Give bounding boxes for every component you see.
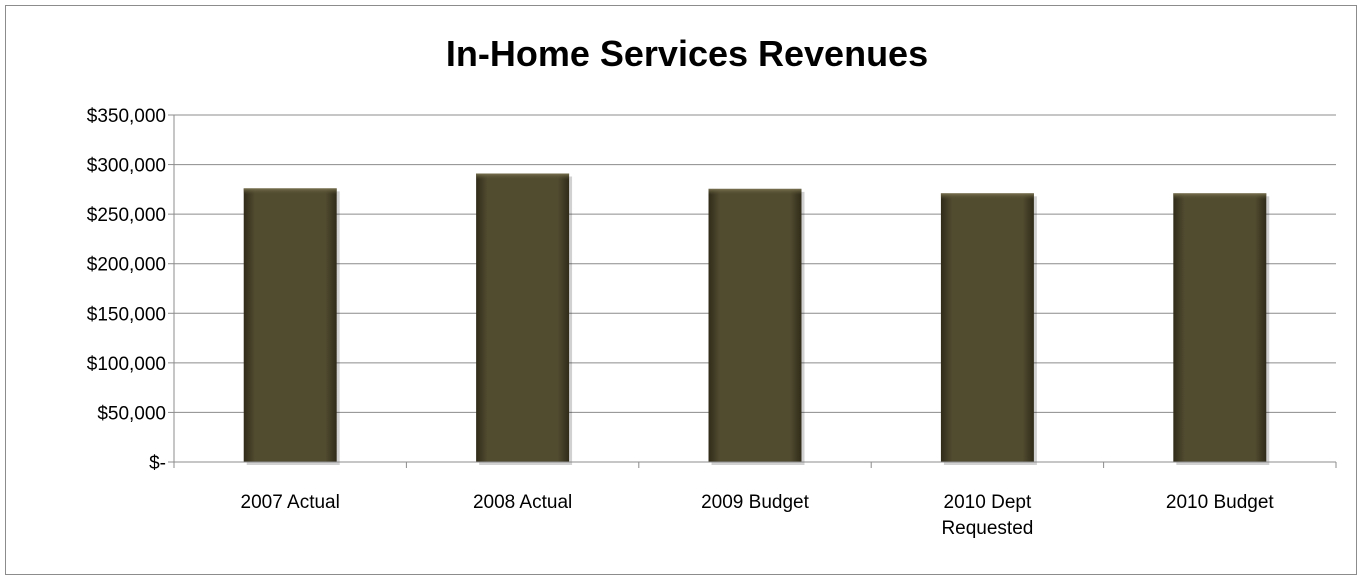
bar-body <box>476 173 570 462</box>
x-tick-label: 2007 Actual <box>241 492 340 513</box>
y-tick-label: $300,000 <box>87 156 166 177</box>
bar-highlight <box>243 188 337 195</box>
bar-body <box>243 188 337 462</box>
bar <box>1173 193 1270 465</box>
bar <box>708 188 805 465</box>
bar-body <box>708 188 802 462</box>
x-tick-label: 2010 Dept Requested <box>941 492 1033 539</box>
x-tick-label: 2009 Budget <box>701 492 809 513</box>
x-tick-label: 2008 Actual <box>473 492 572 513</box>
bar-highlight <box>708 188 802 195</box>
bar-highlight <box>476 173 570 180</box>
y-tick-label: $150,000 <box>87 304 166 325</box>
bar-body <box>940 193 1034 462</box>
y-tick-label: $350,000 <box>87 106 166 127</box>
y-tick-label: $200,000 <box>87 255 166 276</box>
bar <box>476 173 573 465</box>
bar-highlight <box>1173 193 1267 200</box>
y-tick-label: $- <box>149 453 166 474</box>
bar <box>940 193 1037 465</box>
chart-title: In-Home Services Revenues <box>446 33 928 74</box>
x-tick-label: 2010 Budget <box>1166 492 1274 513</box>
y-tick-label: $50,000 <box>97 403 166 424</box>
y-tick-label: $100,000 <box>87 354 166 375</box>
bar-body <box>1173 193 1267 462</box>
bar-highlight <box>940 193 1034 200</box>
y-tick-label: $250,000 <box>87 205 166 226</box>
bar <box>243 188 340 465</box>
chart-frame <box>5 5 1357 575</box>
